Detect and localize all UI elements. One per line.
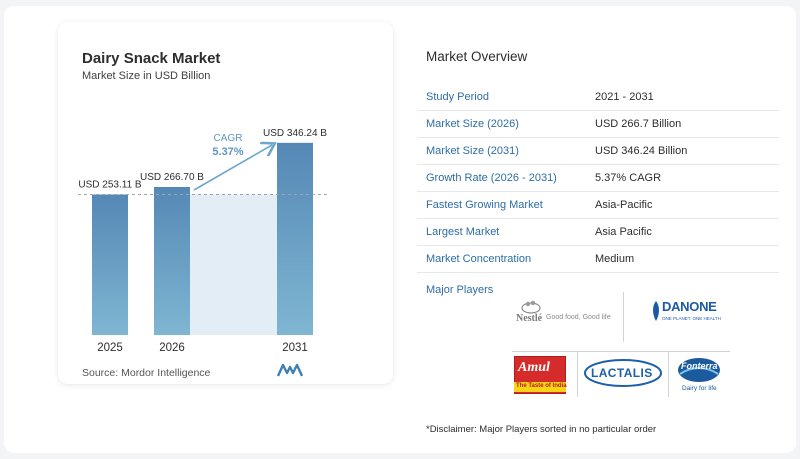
overview-value: Asia Pacific <box>595 226 652 238</box>
mordor-logo-icon <box>276 363 304 382</box>
overview-key: Largest Market <box>426 226 500 238</box>
overview-value: Medium <box>595 253 635 265</box>
overview-key: Study Period <box>426 91 489 103</box>
overview-value: USD 266.7 Billion <box>595 118 682 130</box>
cagr-label: CAGR <box>214 133 243 144</box>
chart-subtitle: Market Size in USD Billion <box>82 70 211 82</box>
overview-row: Market Size (2031) USD 346.24 Billion <box>417 138 779 165</box>
overview-row: Market Size (2026) USD 266.7 Billion <box>417 111 779 138</box>
fonterra-tagline: Dairy for life <box>682 385 717 392</box>
fonterra-name: Fonterra <box>681 361 718 371</box>
amul-name: Amul <box>518 360 550 375</box>
amul-tagline-band <box>514 382 566 392</box>
bar-value-label: USD 253.11 B <box>78 180 142 191</box>
overview-key: Fastest Growing Market <box>426 199 543 211</box>
lactalis-name: LACTALIS <box>591 366 653 380</box>
nestle-tagline: Good food, Good life <box>546 314 611 321</box>
source-text: Source: Mordor Intelligence <box>82 367 211 379</box>
major-players-title: Major Players <box>426 284 494 296</box>
growth-band <box>190 194 277 335</box>
overview-row: Growth Rate (2026 - 2031) 5.37% CAGR <box>417 165 779 192</box>
bar <box>92 194 128 335</box>
overview-value: Asia-Pacific <box>595 199 653 211</box>
category-label: 2025 <box>97 342 123 354</box>
chart-title: Dairy Snack Market <box>82 50 221 67</box>
overview-value: USD 346.24 Billion <box>595 145 688 157</box>
bar-value-label: USD 346.24 B <box>263 128 327 139</box>
nest-icon <box>521 300 541 314</box>
nestle-name: Nestlé <box>516 313 543 324</box>
bar <box>277 142 313 335</box>
overview-value: 2021 - 2031 <box>595 91 654 103</box>
amul-logo: Amul The Taste of India <box>510 356 572 396</box>
logo-divider <box>668 351 669 397</box>
amul-tagline: The Taste of India <box>516 383 567 389</box>
fonterra-logo: Fonterra Dairy for life <box>676 356 722 394</box>
overview-title: Market Overview <box>426 49 528 64</box>
overview-row: Fastest Growing Market Asia-Pacific <box>417 192 779 219</box>
overview-row: Largest Market Asia Pacific <box>417 219 779 246</box>
overview-key: Market Size (2031) <box>426 145 519 157</box>
lactalis-logo: LACTALIS <box>583 354 663 392</box>
overview-value: 5.37% CAGR <box>595 172 662 184</box>
danone-star-icon <box>653 301 659 321</box>
overview-key: Growth Rate (2026 - 2031) <box>426 172 557 184</box>
danone-tagline: ONE PLANET. ONE HEALTH <box>662 316 721 321</box>
cagr-value: 5.37% <box>212 146 243 158</box>
overview-key: Market Concentration <box>426 253 532 265</box>
bar-value-label: USD 266.70 B <box>140 172 204 183</box>
bar <box>154 186 190 335</box>
overview-key: Market Size (2026) <box>426 118 519 130</box>
nestle-logo: Nestlé Good food, Good life <box>516 298 620 332</box>
cagr-arrow <box>193 145 272 191</box>
logo-divider <box>623 292 624 342</box>
category-label: 2026 <box>159 342 185 354</box>
danone-name: DANONE <box>662 299 717 314</box>
lactalis-oval-icon <box>584 359 662 387</box>
danone-logo: DANONE ONE PLANET. ONE HEALTH <box>650 296 721 332</box>
overview-row: Market Concentration Medium <box>417 246 779 273</box>
overview-table: Study Period 2021 - 2031 Market Size (20… <box>417 84 779 273</box>
logo-divider <box>577 351 578 397</box>
overview-row: Study Period 2021 - 2031 <box>417 84 779 111</box>
logo-divider <box>512 351 730 352</box>
category-label: 2031 <box>282 342 308 354</box>
disclaimer-text: *Disclaimer: Major Players sorted in no … <box>426 424 657 435</box>
fonterra-drop-icon <box>678 358 720 382</box>
